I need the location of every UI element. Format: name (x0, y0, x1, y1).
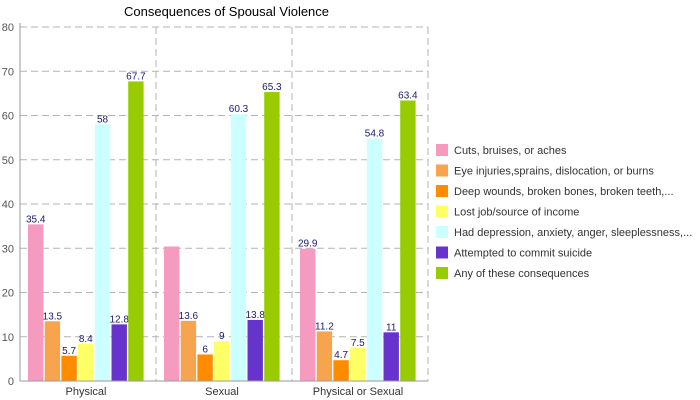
legend-swatch (436, 144, 448, 156)
bar (316, 331, 333, 381)
legend-label: Attempted to commit suicide (454, 248, 592, 260)
bar (214, 341, 230, 381)
legend: Cuts, bruises, or aches Eye injuries,spra… (436, 144, 692, 280)
bars: 35.4 13.5 5.78.4 58 12.8 67.7 13.6 69 60.3 13.8 65… (26, 71, 418, 382)
legend-swatch (436, 205, 448, 218)
bar (94, 124, 111, 381)
y-tick-label: 0 (8, 376, 14, 388)
bar (44, 321, 61, 381)
x-tick-label: Sexual (205, 386, 239, 398)
data-label: 6 (202, 344, 208, 355)
chart-title: Consequences of Spousal Violence (124, 4, 329, 19)
grid (20, 26, 429, 381)
bar (111, 324, 127, 381)
data-label: 13.6 (179, 311, 199, 322)
data-label: 35.4 (26, 214, 46, 225)
y-tick-label: 30 (2, 243, 14, 255)
bar (350, 347, 366, 381)
legend-swatch (436, 246, 448, 259)
x-tick-label: Physical or Sexual (313, 386, 404, 398)
data-label: 9 (219, 331, 225, 342)
bar (400, 100, 416, 381)
legend-swatch (436, 226, 448, 238)
data-label: 7.5 (351, 338, 365, 349)
bar (128, 81, 144, 382)
data-label: 4.7 (334, 350, 348, 361)
legend-label: Had depression, anxiety, anger, sleeples… (454, 227, 692, 239)
legend-label: Deep wounds, broken bones, broken teeth,… (454, 186, 674, 198)
axes: 0 10 20 30 40 50 60 70 80 Physical Sexual Physical … (2, 22, 428, 398)
data-label: 63.4 (398, 90, 418, 101)
bar (28, 224, 44, 381)
x-tick-label: Physical (66, 386, 107, 398)
legend-label: Cuts, bruises, or aches (454, 145, 567, 157)
data-label: 54.8 (365, 129, 385, 140)
data-label: 29.9 (298, 239, 318, 250)
y-tick-label: 80 (2, 22, 14, 34)
bar (333, 360, 349, 381)
y-tick-label: 20 (2, 288, 14, 300)
data-label: 8.4 (79, 334, 93, 345)
legend-swatch (436, 267, 448, 279)
data-label: 58 (97, 114, 109, 125)
bar (197, 354, 213, 381)
data-label: 11 (386, 322, 397, 333)
legend-label: Any of these consequences (454, 268, 590, 280)
legend-label: Lost job/source of income (454, 207, 579, 219)
data-label: 13.8 (245, 310, 265, 321)
data-label: 65.3 (262, 82, 282, 93)
legend-swatch (436, 164, 448, 177)
bar (78, 343, 94, 381)
legend-swatch (436, 185, 448, 197)
y-tick-label: 40 (2, 199, 14, 211)
bar (180, 320, 197, 381)
y-tick-label: 10 (2, 332, 14, 344)
bar (61, 355, 77, 381)
data-label: 11.2 (315, 321, 334, 332)
bar (230, 114, 247, 382)
y-tick-label: 50 (2, 155, 14, 167)
bar (300, 248, 316, 381)
y-tick-label: 60 (2, 111, 14, 123)
data-label: 12.8 (109, 314, 129, 325)
bar (383, 332, 399, 381)
data-label: 13.5 (43, 311, 63, 322)
bar (247, 319, 263, 381)
bar (164, 246, 180, 381)
bar (366, 138, 383, 381)
legend-label: Eye injuries,sprains, dislocation, or bu… (454, 166, 654, 178)
data-label: 67.7 (126, 71, 146, 82)
y-tick-label: 70 (2, 66, 14, 78)
data-label: 60.3 (229, 104, 249, 115)
data-label: 5.7 (62, 346, 76, 357)
bar (264, 92, 280, 382)
